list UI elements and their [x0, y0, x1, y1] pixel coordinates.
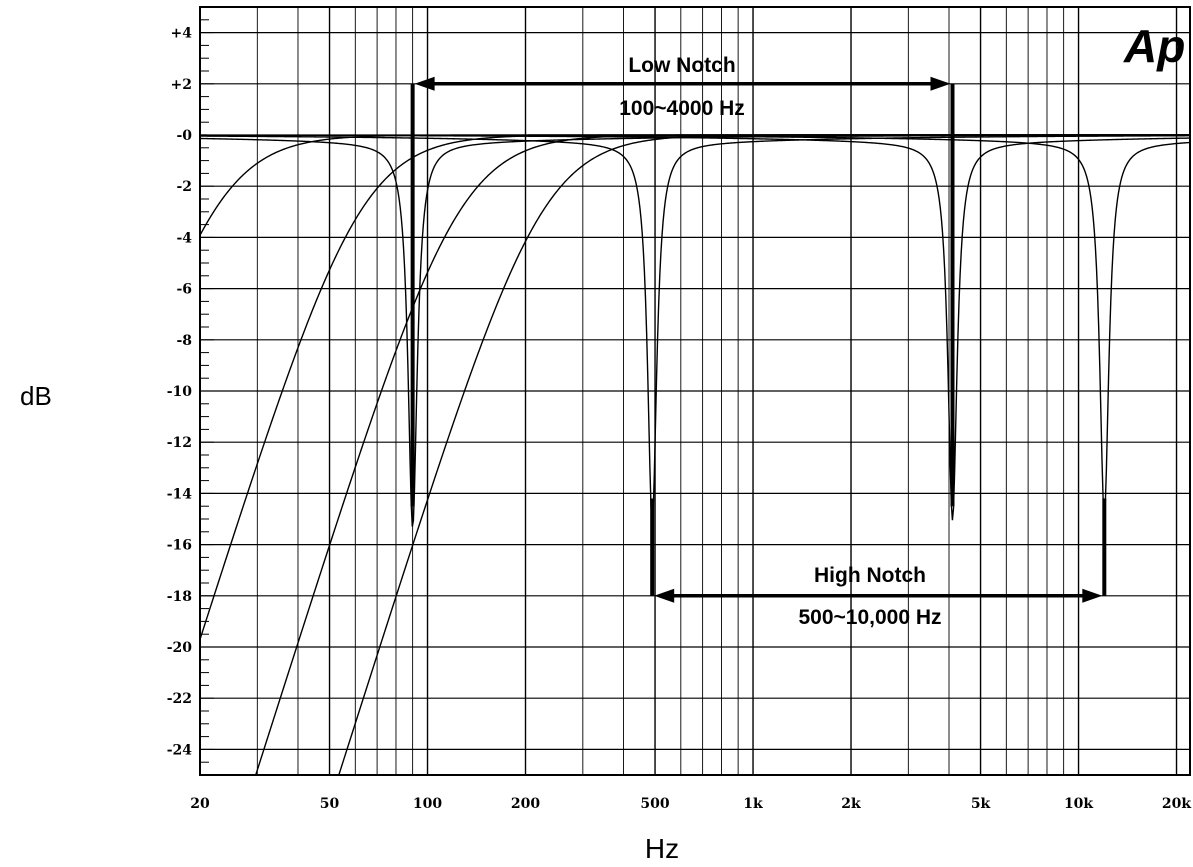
- high-notch-title: High Notch: [814, 564, 926, 587]
- low-notch-arrowhead-right: [930, 76, 951, 91]
- low-notch-range: 100~4000 Hz: [619, 97, 745, 120]
- x-tick-label: 200: [511, 796, 540, 812]
- x-tick-label: 100: [413, 796, 442, 812]
- y-tick-label: +2: [171, 77, 192, 93]
- high-notch-arrowhead-left: [654, 588, 675, 603]
- high-notch-arrowhead-right: [1082, 588, 1103, 603]
- y-tick-label: -16: [167, 538, 192, 554]
- grid-major: [199, 7, 1190, 775]
- x-tick-label: 20: [190, 796, 210, 812]
- y-tick-label: -2: [176, 179, 192, 195]
- plot-frame: [199, 6, 1191, 776]
- response-curves: [200, 134, 1190, 775]
- x-tick-label: 20k: [1162, 796, 1191, 812]
- ap-logo: Ap: [1123, 20, 1185, 72]
- y-tick-label: -14: [167, 486, 193, 502]
- y-tick-label: -8: [176, 333, 192, 349]
- response-curve-notch: [200, 134, 1190, 527]
- high-notch-range: 500~10,000 Hz: [798, 606, 941, 629]
- x-tick-label: 50: [320, 796, 340, 812]
- low-notch-title: Low Notch: [628, 54, 735, 77]
- y-tick-label: -4: [176, 230, 192, 246]
- y-tick-label: -12: [167, 435, 192, 451]
- response-curve-notch: [200, 134, 1190, 521]
- y-axis-label: dB: [20, 381, 52, 411]
- y-tick-label: -0: [176, 128, 192, 144]
- x-tick-label: 1k: [743, 796, 763, 812]
- x-tick-label: 10k: [1064, 796, 1093, 812]
- y-tick-label: -6: [176, 282, 192, 298]
- y-tick-label: -10: [167, 384, 193, 400]
- low-notch-arrowhead-left: [414, 76, 435, 91]
- response-curve-notch: [200, 135, 1190, 523]
- y-tick-labels: +4 +2 -0 -2 -4 -6 -8 -10 -12 -14 -16 -18 -20 -22 -24: [167, 26, 193, 759]
- response-curve-highpass: [200, 134, 1190, 640]
- response-curve-highpass: [338, 134, 1190, 775]
- x-tick-label: 5k: [971, 796, 991, 812]
- y-tick-label: -24: [167, 742, 193, 758]
- response-curve-highpass: [200, 134, 1190, 236]
- response-curve-notch: [200, 134, 1190, 516]
- y-tick-label: -20: [167, 640, 193, 656]
- x-tick-label: 500: [640, 796, 669, 812]
- y-tick-label: +4: [171, 26, 193, 42]
- x-axis-label: Hz: [645, 833, 679, 864]
- x-tick-label: 2k: [841, 796, 861, 812]
- x-tick-labels: 20 50 100 200 500 1k 2k 5k 10k 20k: [190, 796, 1191, 812]
- annotations: Low Notch 100~4000 Hz High Notch 500~10,000…: [410, 54, 1107, 629]
- y-tick-label: -22: [167, 691, 192, 707]
- y-tick-label: -18: [167, 589, 192, 605]
